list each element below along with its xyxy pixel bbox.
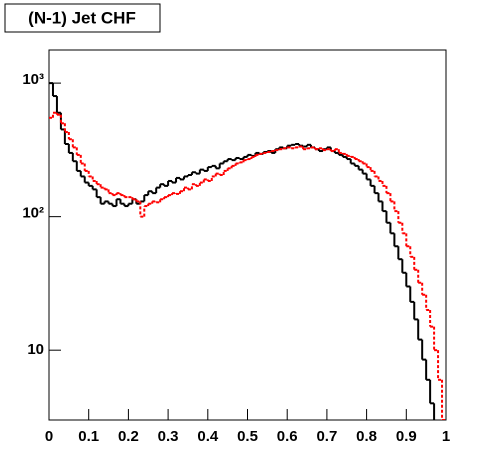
x-tick-label: 0.1 [78, 428, 99, 445]
x-tick-label: 0.8 [356, 428, 377, 445]
x-tick-label: 0 [45, 428, 53, 445]
x-tick-label: 0.7 [316, 428, 337, 445]
x-tick-label: 1 [442, 428, 450, 445]
x-tick-label: 0.6 [277, 428, 298, 445]
x-tick-label: 0.3 [158, 428, 179, 445]
plot-frame [48, 49, 447, 421]
histograms [49, 82, 446, 420]
x-tick-label: 0.2 [118, 428, 139, 445]
y-tick-label: 10² [22, 205, 44, 222]
y-tick-label: 10³ [22, 71, 44, 88]
x-tick-label: 0.5 [237, 428, 258, 445]
x-tick-label: 0.9 [396, 428, 417, 445]
title-box [4, 3, 161, 33]
y-tick-label: 10 [27, 341, 44, 358]
chart-title: (N-1) Jet CHF [28, 8, 136, 27]
x-tick-label: 0.4 [197, 428, 219, 445]
